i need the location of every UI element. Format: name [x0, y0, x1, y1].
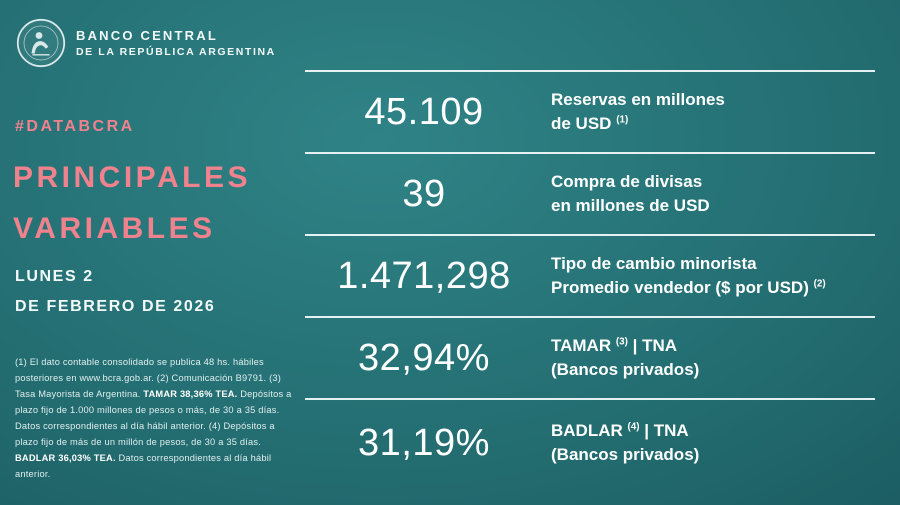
table-row-tipo-cambio: 1.471,298 Tipo de cambio minorista Prome… — [305, 234, 875, 316]
label-tamar: TAMAR (3) | TNA (Bancos privados) — [551, 336, 700, 379]
label-badlar: BADLAR (4) | TNA (Bancos privados) — [551, 421, 700, 464]
table-row-tamar: 32,94% TAMAR (3) | TNA (Bancos privados) — [305, 316, 875, 398]
page-title: PRINCIPALES VARIABLES — [13, 152, 251, 254]
footnote-part2: Depósitos a plazo fijo de 1.000 millones… — [15, 388, 292, 447]
brand-name-line2: DE LA REPÚBLICA ARGENTINA — [76, 45, 276, 58]
date-line1: LUNES 2 — [15, 268, 94, 285]
value-reservas: 45.109 — [364, 90, 484, 133]
brand-header: BANCO CENTRAL DE LA REPÚBLICA ARGENTINA — [16, 18, 276, 68]
page-title-line1: PRINCIPALES — [13, 161, 251, 194]
label-tipo-cambio: Tipo de cambio minorista Promedio vended… — [551, 254, 826, 297]
label-compra-divisas: Compra de divisas en millones de USD — [551, 172, 710, 215]
footnote-part1: (1) El dato contable consolidado se publ… — [15, 357, 282, 399]
table-row-badlar: 31,19% BADLAR (4) | TNA (Bancos privados… — [305, 398, 875, 486]
page-title-line2: VARIABLES — [13, 212, 216, 245]
table-row-compra-divisas: 39 Compra de divisas en millones de USD — [305, 152, 875, 234]
date-line2: DE FEBRERO DE 2026 — [15, 298, 216, 316]
footnotes: (1) El dato contable consolidado se publ… — [15, 355, 297, 483]
footnote-bold-tamar: TAMAR 38,36% TEA. — [143, 388, 238, 399]
date-label: LUNES 2 DE FEBRERO DE 2026 — [15, 262, 215, 323]
value-tipo-cambio: 1.471,298 — [337, 254, 511, 297]
label-reservas: Reservas en millones de USD (1) — [551, 90, 725, 133]
value-badlar: 31,19% — [358, 421, 490, 464]
hashtag-label: #DATABCRA — [15, 118, 135, 135]
bcra-coin-emblem-icon — [16, 18, 66, 68]
footnote-part3: Datos correspondientes al día hábil ante… — [15, 452, 272, 479]
value-compra-divisas: 39 — [402, 172, 446, 215]
table-row-reservas: 45.109 Reservas en millones de USD (1) — [305, 70, 875, 152]
footnote-bold-badlar: BADLAR 36,03% TEA. — [15, 452, 116, 463]
brand-name-line1: BANCO CENTRAL — [76, 28, 218, 44]
value-tamar: 32,94% — [358, 336, 490, 379]
variables-table: 45.109 Reservas en millones de USD (1) 3… — [305, 70, 875, 486]
brand-name: BANCO CENTRAL DE LA REPÚBLICA ARGENTINA — [76, 27, 276, 59]
